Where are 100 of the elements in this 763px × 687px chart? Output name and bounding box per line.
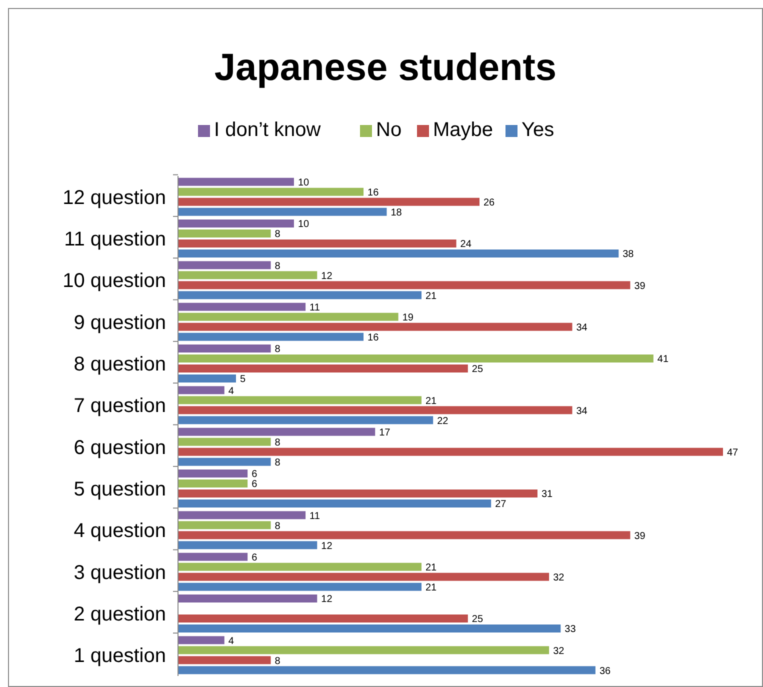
- bar: [178, 386, 224, 394]
- bar: [178, 614, 468, 622]
- legend-label: No: [376, 119, 402, 141]
- bar: [178, 572, 550, 581]
- data-label: 47: [727, 447, 739, 458]
- bar: [178, 531, 630, 540]
- data-label: 8: [274, 437, 281, 448]
- data-label: 41: [657, 354, 669, 366]
- data-label: 11: [310, 302, 320, 314]
- y-tick-label: 9 question: [74, 312, 166, 334]
- bar: [178, 666, 596, 674]
- data-label: 25: [472, 614, 484, 626]
- data-label: 32: [553, 572, 565, 584]
- y-tick-label: 10 question: [62, 270, 166, 292]
- bar: [178, 302, 306, 311]
- bar: [178, 188, 364, 196]
- y-tick-label: 11 question: [64, 228, 166, 250]
- bar: [178, 208, 387, 216]
- data-label: 34: [576, 322, 588, 334]
- bar: [178, 562, 422, 571]
- data-label: 6: [252, 469, 258, 480]
- bar: [178, 240, 456, 248]
- bar: [178, 364, 468, 372]
- bar: [178, 448, 723, 456]
- y-tick-label: 8 question: [74, 354, 166, 376]
- bar: [178, 416, 434, 424]
- data-label: 39: [634, 280, 646, 292]
- data-label: 32: [553, 646, 565, 657]
- legend-label: I don’t know: [214, 119, 322, 141]
- bar: [178, 521, 271, 530]
- bar: [178, 312, 398, 321]
- data-label: 16: [368, 187, 380, 198]
- data-label: 21: [426, 562, 438, 574]
- bar: [178, 406, 572, 414]
- data-label: 31: [541, 489, 554, 500]
- bar: [178, 511, 306, 520]
- bar: [178, 396, 422, 404]
- bar: [178, 291, 422, 300]
- bar: [178, 198, 480, 206]
- data-label: 38: [622, 249, 634, 260]
- data-label: 6: [252, 479, 258, 490]
- y-tick-label: 7 question: [74, 395, 166, 418]
- data-label: 18: [390, 207, 402, 218]
- bar: [178, 230, 271, 238]
- data-label: 8: [274, 457, 281, 468]
- bar: [178, 374, 236, 382]
- bar: [178, 624, 561, 632]
- data-label: 6: [252, 552, 258, 564]
- bar: [178, 646, 550, 654]
- data-label: 24: [460, 239, 472, 250]
- data-label: 34: [576, 406, 588, 417]
- data-label: 8: [274, 260, 281, 272]
- data-label: 26: [483, 197, 496, 208]
- bar: [178, 552, 248, 561]
- data-label: 8: [274, 344, 281, 356]
- data-label: 22: [437, 416, 449, 427]
- chart-title: Japanese students: [214, 47, 557, 89]
- y-tick-label: 5 question: [74, 478, 166, 500]
- data-label: 21: [426, 582, 438, 594]
- y-tick-label: 3 question: [74, 562, 166, 584]
- data-label: 12: [321, 540, 333, 552]
- data-label: 33: [564, 624, 576, 636]
- bar: [178, 480, 248, 488]
- data-label: 17: [379, 427, 391, 438]
- bar: [178, 458, 271, 466]
- legend-label: Maybe: [433, 119, 494, 141]
- data-label: 39: [634, 530, 646, 542]
- bar: [178, 428, 376, 436]
- bar: [178, 636, 224, 644]
- y-tick-label: 4 question: [74, 520, 166, 542]
- data-label: 8: [274, 520, 281, 532]
- bar: [178, 354, 654, 362]
- data-label: 11: [310, 510, 320, 522]
- bar: [178, 490, 538, 498]
- data-label: 4: [228, 386, 234, 397]
- data-label: 8: [274, 229, 281, 240]
- bar: [178, 261, 271, 270]
- legend-label: Yes: [522, 119, 554, 141]
- data-label: 16: [368, 332, 380, 344]
- data-label: 10: [298, 177, 310, 188]
- data-label: 12: [321, 270, 333, 282]
- data-label: 10: [298, 219, 310, 230]
- data-label: 8: [274, 656, 281, 667]
- bar: [178, 438, 271, 446]
- y-tick-label: 2 question: [74, 604, 166, 626]
- data-label: 21: [426, 290, 438, 302]
- bar: [178, 322, 572, 331]
- bar: [178, 541, 318, 550]
- bar: [178, 344, 271, 352]
- data-label: 36: [599, 666, 612, 677]
- data-label: 19: [402, 312, 414, 324]
- y-tick-label: 1 question: [74, 645, 166, 668]
- bar: [178, 332, 364, 341]
- y-tick-label: 6 question: [74, 436, 166, 459]
- bar: [178, 470, 248, 478]
- data-label: 4: [228, 636, 234, 647]
- bar: [178, 220, 294, 228]
- bar: [178, 281, 630, 290]
- bar: [178, 582, 422, 591]
- data-label: 12: [321, 594, 333, 606]
